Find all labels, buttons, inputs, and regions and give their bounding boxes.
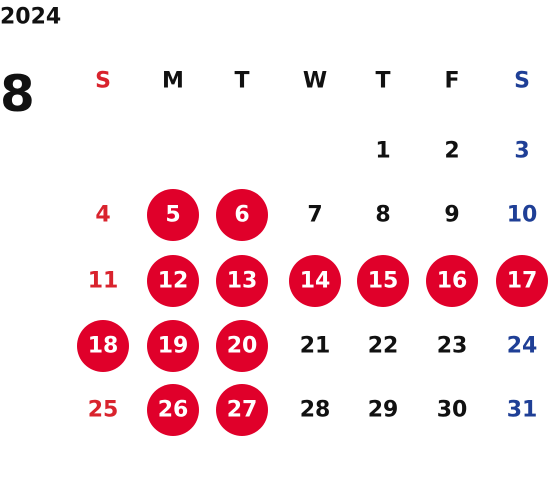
- day: 18: [88, 334, 119, 359]
- weekday-label: W: [303, 69, 327, 94]
- weekday-label: F: [444, 69, 459, 94]
- day: 3: [514, 139, 529, 164]
- day: 24: [507, 334, 538, 359]
- highlight-circle: [357, 255, 409, 307]
- year: 2024: [0, 5, 61, 30]
- day: 20: [227, 334, 258, 359]
- highlight-circle: [426, 255, 478, 307]
- day: 13: [227, 269, 258, 294]
- day: 14: [300, 269, 331, 294]
- highlight-circle: [289, 255, 341, 307]
- highlight-circle: [216, 255, 268, 307]
- highlight-circle: [77, 320, 129, 372]
- day: 1: [375, 139, 390, 164]
- day: 21: [300, 334, 331, 359]
- day: 5: [165, 203, 180, 228]
- highlight-circle: [216, 320, 268, 372]
- weekday-label: M: [162, 69, 184, 94]
- day: 27: [227, 398, 258, 423]
- day: 4: [95, 203, 110, 228]
- highlight-circle: [147, 384, 199, 436]
- month: 8: [0, 65, 35, 123]
- day: 23: [437, 334, 468, 359]
- day: 26: [158, 398, 189, 423]
- weekday-label: S: [95, 69, 111, 94]
- day: 31: [507, 398, 538, 423]
- weekday-label: T: [234, 69, 249, 94]
- highlight-circle: [147, 320, 199, 372]
- day: 8: [375, 203, 390, 228]
- day: 30: [437, 398, 468, 423]
- weekday-label: S: [514, 69, 530, 94]
- day: 22: [368, 334, 399, 359]
- highlight-circle: [147, 255, 199, 307]
- highlight-circle: [216, 189, 268, 241]
- day: 16: [437, 269, 468, 294]
- day: 12: [158, 269, 189, 294]
- day: 7: [307, 203, 322, 228]
- day: 19: [158, 334, 189, 359]
- day: 29: [368, 398, 399, 423]
- weekday-label: T: [375, 69, 390, 94]
- highlight-circle: [496, 255, 548, 307]
- day: 10: [507, 203, 538, 228]
- day: 9: [444, 203, 459, 228]
- highlight-circle: [147, 189, 199, 241]
- highlight-circle: [216, 384, 268, 436]
- day: 11: [88, 269, 119, 294]
- day: 2: [444, 139, 459, 164]
- day: 25: [88, 398, 119, 423]
- day: 15: [368, 269, 399, 294]
- day: 6: [234, 203, 249, 228]
- day: 17: [507, 269, 538, 294]
- day: 28: [300, 398, 331, 423]
